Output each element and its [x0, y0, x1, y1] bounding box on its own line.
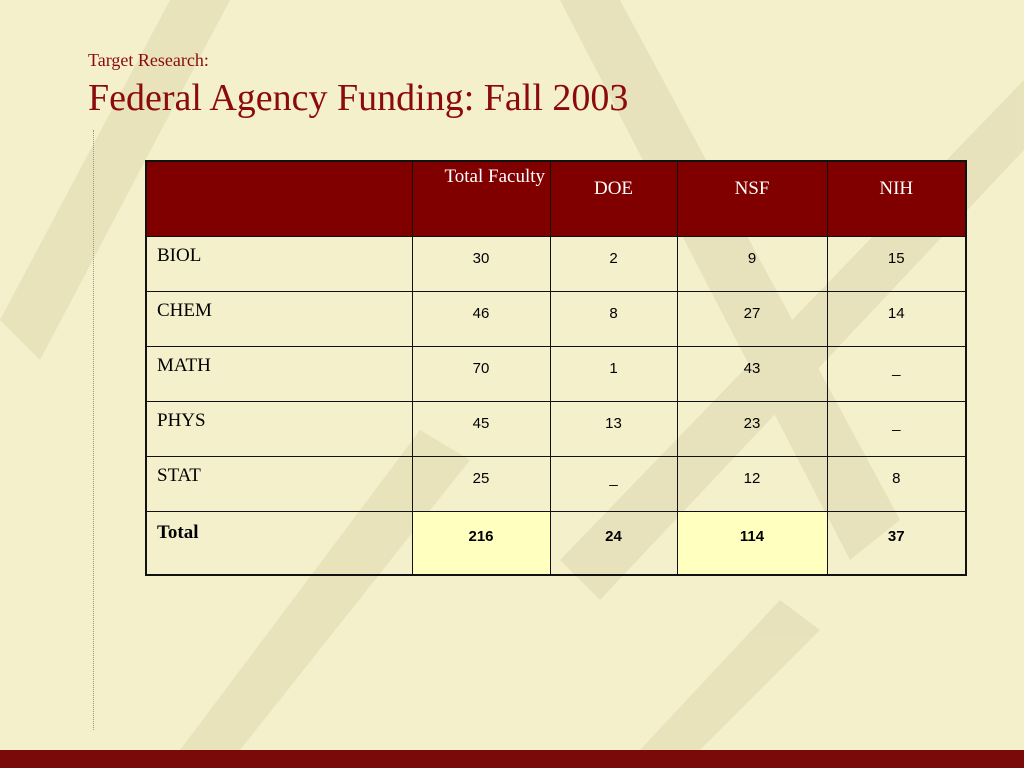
- row: CHEM 46 8 27 14: [145, 290, 967, 347]
- column-header: Total Faculty: [411, 160, 551, 237]
- column-header: DOE: [549, 160, 678, 237]
- row: PHYS 45 13 23 _: [145, 400, 967, 457]
- cell: 46: [411, 290, 551, 347]
- row-label: STAT: [145, 455, 413, 512]
- divider: [93, 130, 94, 730]
- cell: 45: [411, 400, 551, 457]
- column-header: NIH: [826, 160, 967, 237]
- row-label: PHYS: [145, 400, 413, 457]
- corner-cell: [145, 160, 413, 237]
- subtitle: Target Research:: [88, 50, 209, 70]
- cell: 8: [826, 455, 967, 512]
- cell: 15: [826, 235, 967, 292]
- funding-table: Total Faculty DOE NSF NIH BIOL 30 2 9 15 CHEM 46 8…: [145, 160, 967, 576]
- cell: 70: [411, 345, 551, 402]
- cell: 12: [676, 455, 828, 512]
- row-label: MATH: [145, 345, 413, 402]
- cell: _: [826, 345, 967, 402]
- band: [640, 600, 820, 750]
- cell: 2: [549, 235, 678, 292]
- cell: 24: [549, 510, 678, 576]
- row-label: CHEM: [145, 290, 413, 347]
- band: [0, 0, 230, 360]
- cell: 8: [549, 290, 678, 347]
- cell: 14: [826, 290, 967, 347]
- cell: _: [549, 455, 678, 512]
- row-label: Total: [145, 510, 413, 576]
- row: STAT 25 _ 12 8: [145, 455, 967, 512]
- cell: _: [826, 400, 967, 457]
- cell: 23: [676, 400, 828, 457]
- total-row: Total 216 24 114 37: [145, 510, 967, 576]
- row: BIOL 30 2 9 15: [145, 235, 967, 292]
- title: Federal Agency Funding: Fall 2003: [88, 77, 629, 119]
- cell: 13: [549, 400, 678, 457]
- cell: 216: [411, 510, 551, 576]
- cell: 27: [676, 290, 828, 347]
- cell: 37: [826, 510, 967, 576]
- row: MATH 70 1 43 _: [145, 345, 967, 402]
- column-header: NSF: [676, 160, 828, 237]
- footer-bar: [0, 750, 1024, 768]
- row-label: BIOL: [145, 235, 413, 292]
- cell: 1: [549, 345, 678, 402]
- cell: 25: [411, 455, 551, 512]
- cell: 43: [676, 345, 828, 402]
- cell: 9: [676, 235, 828, 292]
- header-row: Total Faculty DOE NSF NIH: [145, 160, 967, 237]
- cell: 114: [676, 510, 828, 576]
- cell: 30: [411, 235, 551, 292]
